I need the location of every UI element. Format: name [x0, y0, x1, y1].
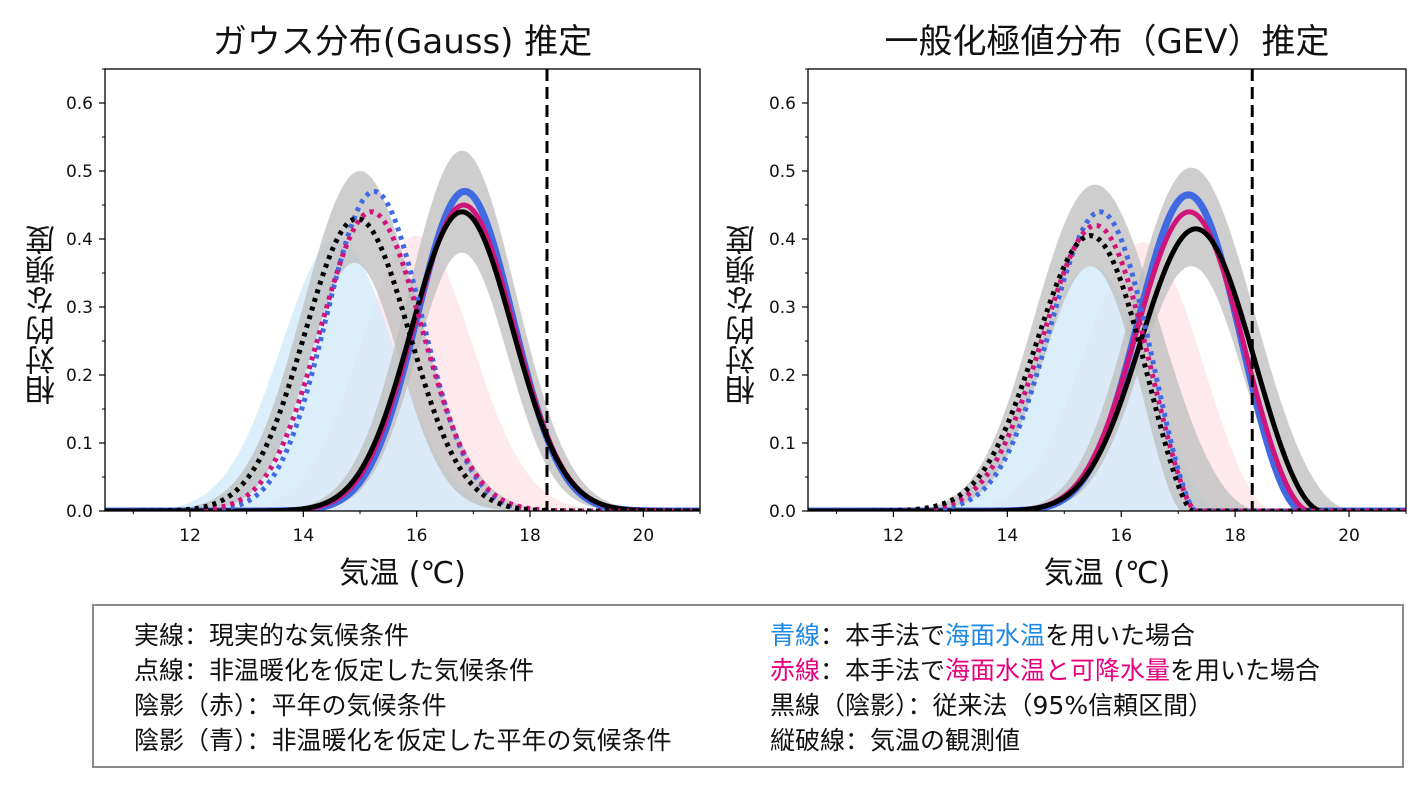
series-black-solid-line — [808, 226, 1406, 511]
shade-light_blue-area — [808, 266, 1406, 511]
y-tick-label: 0.3 — [769, 298, 796, 318]
legend-blue-key: 海面水温 — [945, 621, 1046, 650]
x-tick-label: 12 — [883, 526, 905, 546]
legend-red-line: 赤線：本手法で海面水温と可降水量を用いた場合 — [770, 653, 1320, 688]
y-tick-label: 0.4 — [66, 230, 93, 250]
legend-red-suffix: を用いた場合 — [1170, 656, 1321, 685]
plot-area-0 — [105, 150, 700, 511]
legend-blue-prefix: 青線 — [770, 621, 821, 650]
x-tick-label: 18 — [1224, 526, 1246, 546]
legend-red-key: 海面水温と可降水量 — [945, 656, 1171, 685]
legend-solid: 実線：現実的な気候条件 — [134, 621, 410, 650]
x-tick-label: 14 — [293, 526, 315, 546]
legend-blue-suffix: を用いた場合 — [1045, 621, 1196, 650]
plot-area-1 — [808, 167, 1406, 511]
confidence-band — [105, 171, 700, 511]
x-axis-label-gev: 気温 (℃) — [1043, 556, 1171, 591]
y-tick-label: 0.5 — [769, 162, 796, 182]
y-tick-label: 0.0 — [769, 502, 796, 522]
y-tick-label: 0.2 — [66, 366, 93, 386]
legend-column-left: 実線：現実的な気候条件 点線：非温暖化を仮定した気候条件 陰影（赤）：平年の気候… — [134, 618, 672, 758]
confidence-band — [808, 184, 1406, 511]
x-axis-label-gauss: 気温 (℃) — [339, 556, 466, 591]
plot-frame — [807, 68, 1407, 512]
legend-shade-red: 陰影（赤）：平年の気候条件 — [134, 691, 447, 720]
legend-blue-mid: ：本手法で — [820, 621, 946, 650]
legend-box: 実線：現実的な気候条件 点線：非温暖化を仮定した気候条件 陰影（赤）：平年の気候… — [92, 604, 1404, 768]
y-tick-label: 0.1 — [66, 434, 93, 454]
x-tick-label: 20 — [1338, 526, 1360, 546]
charts-canvas: 0.0 0.1 0.2 0.3 0.4 0.5 0.6 12 14 16 18 20 0.0 0.1 0.2… — [66, 68, 1407, 546]
y-tick-label: 0.4 — [769, 230, 796, 250]
y-tick-label: 0.3 — [66, 298, 93, 318]
y-tick-label: 0.2 — [769, 366, 796, 386]
x-tick-label: 14 — [997, 526, 1019, 546]
legend-observed-line: 縦破線：気温の観測値 — [770, 726, 1021, 755]
chart-title-gev: 一般化極値分布（GEV）推定 — [884, 22, 1330, 62]
legend-red-prefix: 赤線 — [770, 656, 821, 685]
series-black-solid-line — [105, 209, 700, 511]
series-black-dotted-line — [808, 233, 1406, 511]
x-tick-label: 18 — [519, 526, 541, 546]
legend-blue-line: 青線：本手法で海面水温を用いた場合 — [770, 618, 1320, 653]
y-tick-label: 0.5 — [66, 162, 93, 182]
y-tick-label: 0.6 — [66, 94, 93, 114]
x-tick-label: 16 — [406, 526, 428, 546]
series-black-dotted-line — [105, 216, 700, 511]
plot-frame — [104, 68, 701, 512]
y-tick-label: 0.6 — [769, 94, 796, 114]
y-tick-label: 0.1 — [769, 434, 796, 454]
x-tick-label: 12 — [179, 526, 201, 546]
legend-black-line: 黒線（陰影）：従来法（95%信頼区間） — [770, 691, 1214, 720]
legend-shade-blue: 陰影（青）：非温暖化を仮定した平年の気候条件 — [134, 726, 672, 755]
legend-red-mid: ：本手法で — [820, 656, 946, 685]
legend-column-right: 青線：本手法で海面水温を用いた場合 赤線：本手法で海面水温と可降水量を用いた場合… — [770, 618, 1320, 758]
chart-title-gauss: ガウス分布(Gauss) 推定 — [212, 22, 593, 62]
x-tick-label: 16 — [1110, 526, 1132, 546]
legend-dotted: 点線：非温暖化を仮定した気候条件 — [134, 656, 535, 685]
y-tick-label: 0.0 — [66, 502, 93, 522]
x-tick-label: 20 — [633, 526, 655, 546]
